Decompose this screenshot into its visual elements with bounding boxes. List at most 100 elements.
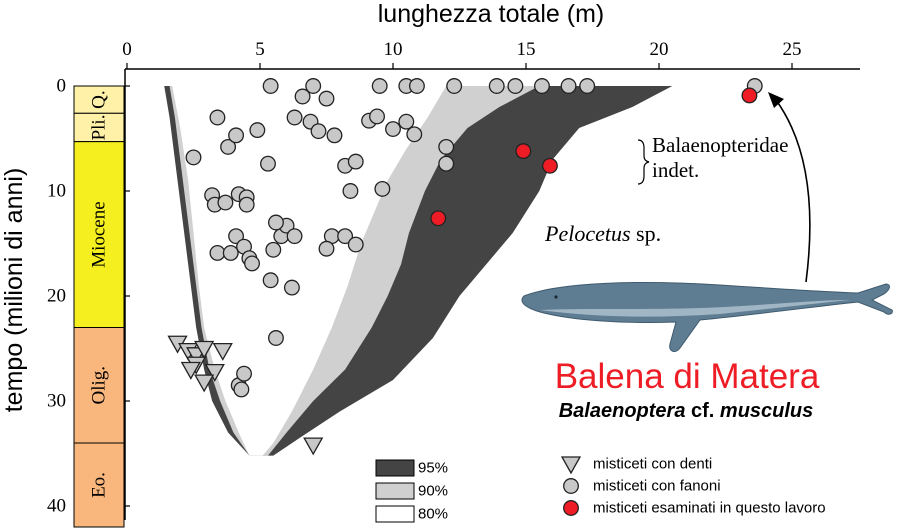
feature-taxon: Balaenoptera cf. musculus	[559, 400, 814, 422]
point-s2-13	[294, 88, 311, 105]
band-legend-label-3: 80%	[418, 506, 448, 523]
point-s2-44	[222, 244, 239, 261]
point-s2-62	[236, 365, 252, 382]
point-s2-18	[228, 127, 245, 144]
point-s2-30	[406, 126, 423, 143]
point-s2-8	[507, 78, 524, 94]
series-legend-marker-1	[560, 456, 582, 475]
annotation-brace	[637, 139, 650, 185]
point-s2-34	[342, 183, 359, 199]
point-s2-47	[244, 255, 260, 272]
point-s2-20	[260, 155, 276, 172]
series-legend-label-2: misticeti con fanoni	[593, 478, 721, 495]
band-3	[172, 86, 447, 456]
point-s2-15	[185, 149, 202, 166]
point-s2-33	[438, 155, 455, 172]
point-s2-59	[268, 330, 284, 346]
point-s2-41	[238, 196, 255, 213]
point-s2-23	[310, 123, 327, 140]
point-s2-32	[438, 138, 455, 155]
point-s2-28	[385, 121, 401, 138]
band-legend-label-1: 95%	[418, 460, 448, 477]
x-tick-label-0: 0	[122, 39, 132, 60]
point-s2-1	[262, 78, 279, 94]
series-legend: misticeti con denti misticeti con fanoni m…	[560, 456, 826, 517]
point-s2-9	[534, 78, 550, 94]
point-s2-55	[337, 228, 354, 245]
y-tick-label-1: 10	[47, 181, 66, 202]
point-s2-38	[217, 194, 234, 211]
series-legend-marker-2	[563, 478, 579, 494]
point-s3-4	[741, 87, 758, 104]
point-s2-49	[262, 272, 279, 289]
point-s2-5	[408, 78, 425, 94]
epoch-block-1	[73, 85, 125, 114]
epoch-label-3: Miocene	[89, 201, 110, 267]
point-s1-4	[194, 340, 215, 359]
feature-title: Balena di Matera	[555, 357, 820, 396]
point-s2-21	[286, 109, 303, 126]
epoch-block-4	[73, 327, 125, 444]
point-s2-3	[371, 78, 388, 94]
point-s1-10	[303, 437, 324, 456]
confidence-bands	[164, 86, 673, 456]
point-s2-31	[369, 108, 385, 125]
point-s2-19	[249, 122, 266, 139]
epoch-block-3	[73, 141, 125, 328]
point-s2-16	[209, 109, 226, 126]
x-tick-label-1: 5	[255, 39, 265, 60]
band-legend: 95% 90% 80%	[375, 459, 448, 523]
x-tick-label-3: 15	[517, 39, 536, 60]
epoch-block-2	[73, 112, 125, 143]
blue-whale-illustration	[521, 282, 893, 352]
band-legend-label-2: 90%	[418, 483, 448, 500]
x-axis-title: lunghezza totale (m)	[378, 0, 605, 28]
y-tick-label-0: 0	[57, 76, 67, 97]
point-s2-42	[228, 228, 245, 245]
point-s2-26	[347, 153, 364, 170]
x-tick-label-5: 25	[783, 39, 802, 60]
series-legend-label-1: misticeti con denti	[593, 456, 712, 473]
point-s1-5	[212, 342, 233, 361]
point-s2-6	[446, 78, 463, 94]
point-s2-56	[347, 236, 364, 253]
y-tick-label-2: 20	[47, 286, 66, 307]
point-s1-8	[180, 361, 201, 380]
epoch-label-2: Pli.	[89, 115, 110, 141]
band-legend-swatch-3	[375, 505, 415, 523]
point-s3-2	[515, 143, 532, 160]
point-s3-1	[430, 210, 447, 227]
series-legend-label-3: misticeti esaminati in questo lavoro	[593, 500, 826, 517]
epoch-label-5: Eo.	[89, 472, 110, 498]
indet-label: indet.	[652, 158, 699, 182]
y-tick-label-4: 40	[47, 496, 66, 517]
pointer-arrowhead	[768, 92, 784, 108]
point-s2-58	[283, 279, 300, 296]
epoch-block-5	[73, 442, 125, 528]
data-points	[167, 78, 763, 456]
band-legend-swatch-1	[375, 459, 415, 477]
point-s2-61	[233, 381, 250, 398]
point-s2-7	[488, 78, 505, 94]
point-s2-48	[265, 241, 282, 258]
point-s2-43	[209, 244, 226, 261]
x-tick-label-4: 20	[650, 39, 669, 60]
point-s2-2	[305, 78, 322, 94]
band-legend-swatch-2	[375, 482, 415, 500]
series-legend-marker-3	[563, 500, 579, 516]
pointer-arrow	[775, 99, 811, 283]
point-s2-29	[398, 113, 415, 130]
point-s2-10	[560, 78, 577, 94]
point-s2-52	[286, 228, 303, 245]
point-s2-24	[326, 127, 343, 144]
x-tick-label-2: 10	[384, 39, 403, 60]
point-s1-9	[194, 374, 215, 393]
point-s2-54	[318, 240, 335, 257]
point-s2-17	[220, 138, 237, 155]
axes: lunghezza totale (m) tempo (milioni di a…	[0, 0, 860, 520]
pelocetus-label: Pelocetus sp.	[544, 221, 661, 246]
y-axis-title: tempo (milioni di anni)	[0, 168, 28, 413]
point-s2-57	[268, 214, 284, 231]
point-s2-14	[318, 90, 335, 107]
